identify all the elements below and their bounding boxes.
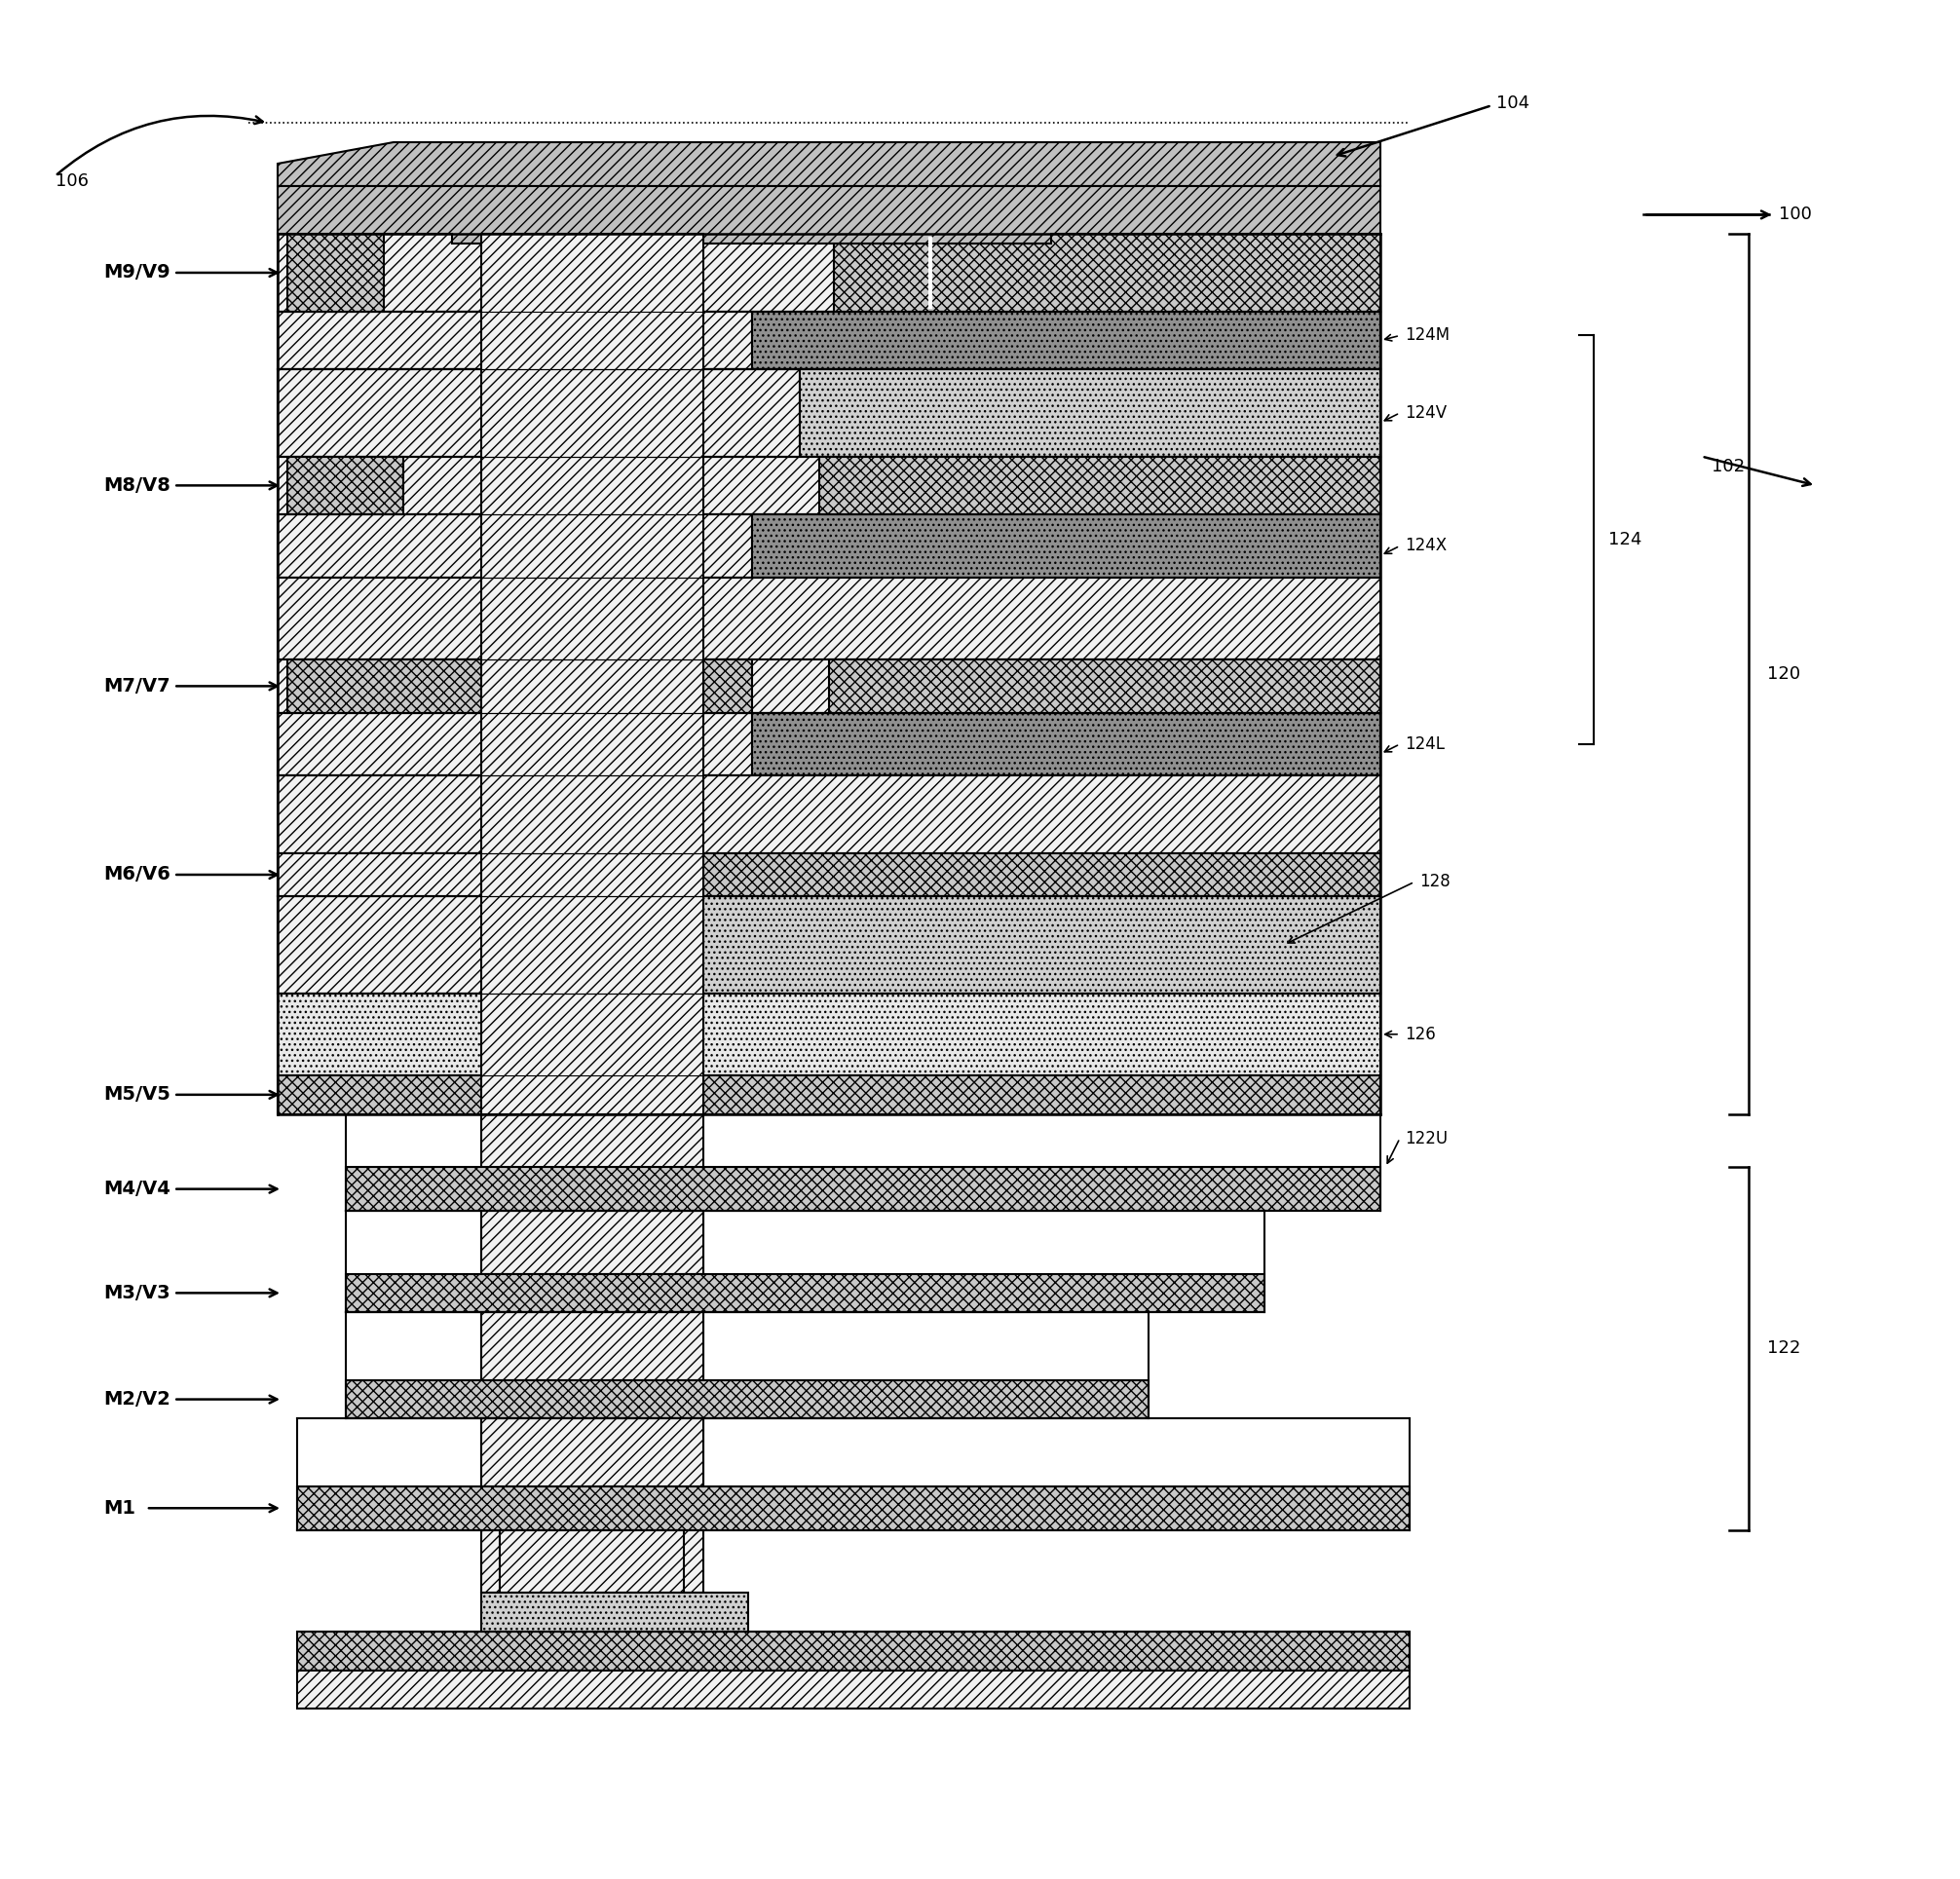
Text: M7/V7: M7/V7 bbox=[104, 676, 171, 695]
Bar bbox=[288, 457, 404, 515]
Bar bbox=[278, 515, 1380, 577]
Text: 124: 124 bbox=[1607, 532, 1641, 549]
Text: 128: 128 bbox=[1419, 874, 1450, 891]
Polygon shape bbox=[278, 143, 1380, 186]
Bar bbox=[298, 1486, 1409, 1530]
Text: 124L: 124L bbox=[1405, 735, 1445, 753]
Text: M8/V8: M8/V8 bbox=[104, 475, 171, 494]
Bar bbox=[278, 312, 1380, 370]
Text: M9/V9: M9/V9 bbox=[104, 263, 171, 282]
Text: 126: 126 bbox=[1405, 1026, 1435, 1043]
Bar bbox=[480, 1419, 704, 1486]
Bar bbox=[833, 235, 1380, 312]
Bar bbox=[278, 712, 1380, 776]
Bar bbox=[704, 1114, 1380, 1167]
Text: 120: 120 bbox=[1768, 665, 1801, 682]
Bar bbox=[278, 853, 500, 896]
Bar bbox=[298, 1670, 1409, 1708]
Bar bbox=[480, 1312, 704, 1379]
Text: M3/V3: M3/V3 bbox=[104, 1283, 171, 1302]
Bar bbox=[500, 1530, 684, 1593]
Bar bbox=[278, 312, 753, 370]
Text: M5/V5: M5/V5 bbox=[104, 1086, 171, 1105]
Bar bbox=[278, 660, 1380, 712]
Polygon shape bbox=[278, 186, 1380, 244]
Bar bbox=[278, 235, 1380, 312]
Bar bbox=[278, 776, 1380, 853]
Bar bbox=[298, 1631, 1409, 1670]
Bar bbox=[704, 1419, 1409, 1486]
Bar bbox=[278, 370, 1380, 457]
Text: 124M: 124M bbox=[1405, 327, 1450, 344]
Bar bbox=[278, 994, 1380, 1075]
Text: M1: M1 bbox=[104, 1499, 135, 1518]
Bar bbox=[753, 312, 1380, 370]
Bar bbox=[278, 853, 1380, 896]
Text: M2/V2: M2/V2 bbox=[104, 1390, 171, 1409]
Bar bbox=[278, 457, 1380, 515]
Bar bbox=[704, 1312, 1149, 1379]
Bar bbox=[480, 1114, 704, 1593]
Bar bbox=[578, 896, 1380, 994]
Bar bbox=[298, 1530, 500, 1593]
Bar bbox=[278, 515, 753, 577]
Bar bbox=[278, 1075, 1380, 1114]
Text: 122: 122 bbox=[1768, 1340, 1801, 1357]
Bar bbox=[480, 1593, 749, 1631]
Bar bbox=[345, 1274, 1264, 1312]
Bar bbox=[278, 712, 753, 776]
Bar bbox=[819, 457, 1380, 515]
Text: 124V: 124V bbox=[1405, 404, 1446, 421]
Text: 100: 100 bbox=[1780, 207, 1813, 224]
Text: M4/V4: M4/V4 bbox=[104, 1180, 171, 1199]
Text: 106: 106 bbox=[55, 173, 88, 190]
Text: 104: 104 bbox=[1497, 94, 1531, 113]
Bar bbox=[298, 1419, 480, 1486]
Bar bbox=[480, 1210, 704, 1274]
Bar bbox=[800, 370, 1380, 457]
Bar bbox=[345, 1312, 480, 1379]
Text: 124X: 124X bbox=[1405, 537, 1446, 554]
Bar bbox=[753, 515, 1380, 577]
Bar bbox=[480, 235, 704, 1114]
Bar bbox=[345, 1114, 480, 1210]
Bar bbox=[278, 896, 578, 994]
Text: M6/V6: M6/V6 bbox=[104, 866, 171, 883]
Bar bbox=[278, 896, 1380, 994]
Bar bbox=[345, 1379, 1149, 1419]
Bar bbox=[288, 660, 753, 712]
Bar bbox=[345, 1167, 1380, 1210]
Bar bbox=[278, 370, 800, 457]
Bar bbox=[753, 712, 1380, 776]
Text: 102: 102 bbox=[1711, 457, 1744, 475]
Bar bbox=[704, 1210, 1264, 1274]
Bar bbox=[684, 1530, 1409, 1593]
Bar bbox=[345, 1210, 480, 1274]
Bar bbox=[288, 235, 384, 312]
Bar bbox=[829, 660, 1380, 712]
Text: 122U: 122U bbox=[1405, 1129, 1448, 1146]
Bar bbox=[278, 577, 1380, 660]
